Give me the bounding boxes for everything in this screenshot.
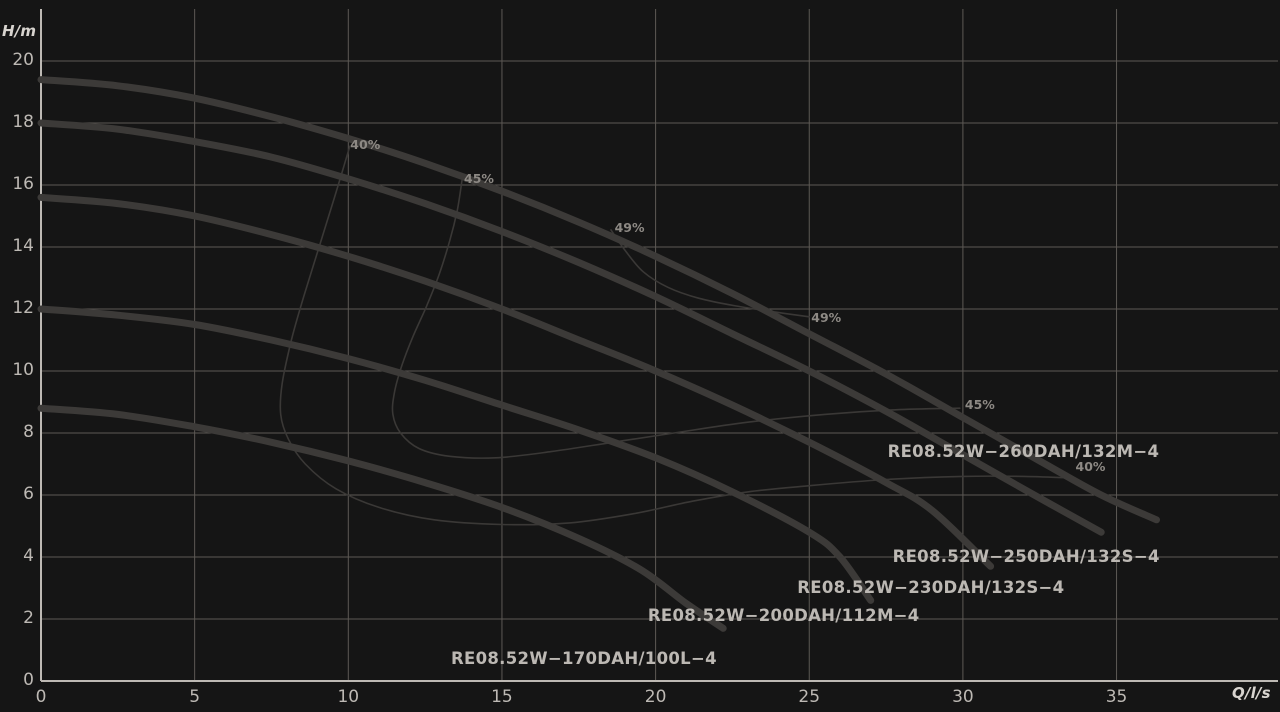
- y-tick-label: 14: [12, 236, 34, 256]
- efficiency-percent-label: 45%: [464, 170, 494, 186]
- pump-curve: [37, 193, 995, 570]
- efficiency-percent-label: 49%: [811, 310, 842, 326]
- y-tick-label: 18: [12, 112, 34, 132]
- y-tick-label: 0: [23, 670, 34, 690]
- pump-curve: [37, 76, 1160, 524]
- efficiency-percent-label: 49%: [614, 220, 645, 236]
- y-tick-label: 6: [23, 484, 34, 504]
- efficiency-percent-label: 40%: [1075, 459, 1106, 475]
- efficiency-percent-label: 40%: [350, 136, 381, 152]
- pump-curve-label: RE08.52W−170DAH/100L−4: [451, 649, 717, 669]
- x-tick-label: 35: [1105, 687, 1128, 707]
- x-tick-label: 25: [798, 687, 821, 707]
- efficiency-isoline: [279, 145, 1075, 526]
- y-tick-label: 2: [23, 608, 34, 628]
- y-tick-label: 4: [23, 546, 34, 566]
- x-tick-label: 20: [644, 687, 667, 707]
- pump-curves: [37, 76, 1160, 632]
- x-tick-label: 30: [952, 687, 974, 707]
- x-tick-label: 15: [491, 687, 513, 707]
- pump-curve-label: RE08.52W−260DAH/132M−4: [887, 441, 1160, 461]
- pump-curve-label: RE08.52W−200DAH/112M−4: [647, 605, 920, 625]
- pump-curve: [37, 404, 727, 632]
- y-tick-label: 8: [23, 422, 34, 442]
- pump-curve-label: RE08.52W−230DAH/132S−4: [797, 578, 1065, 597]
- x-tick-label: 10: [337, 687, 360, 707]
- pump-curve: [37, 119, 1105, 536]
- y-tick-label: 12: [12, 298, 34, 318]
- x-axis-title: Q/l/s: [1232, 684, 1271, 702]
- x-tick-label: 0: [35, 687, 47, 707]
- y-axis-title: H/m: [2, 22, 37, 40]
- pump-curve: [37, 305, 875, 604]
- y-tick-label: 10: [12, 360, 34, 380]
- x-tick-label: 5: [189, 687, 201, 707]
- efficiency-percent-label: 45%: [964, 397, 995, 413]
- efficiency-isoline: [610, 229, 811, 318]
- pump-curve-label: RE08.52W−250DAH/132S−4: [892, 547, 1160, 566]
- efficiency-isoline: [391, 179, 961, 459]
- y-tick-label: 16: [12, 174, 34, 194]
- y-tick-label: 20: [12, 50, 34, 70]
